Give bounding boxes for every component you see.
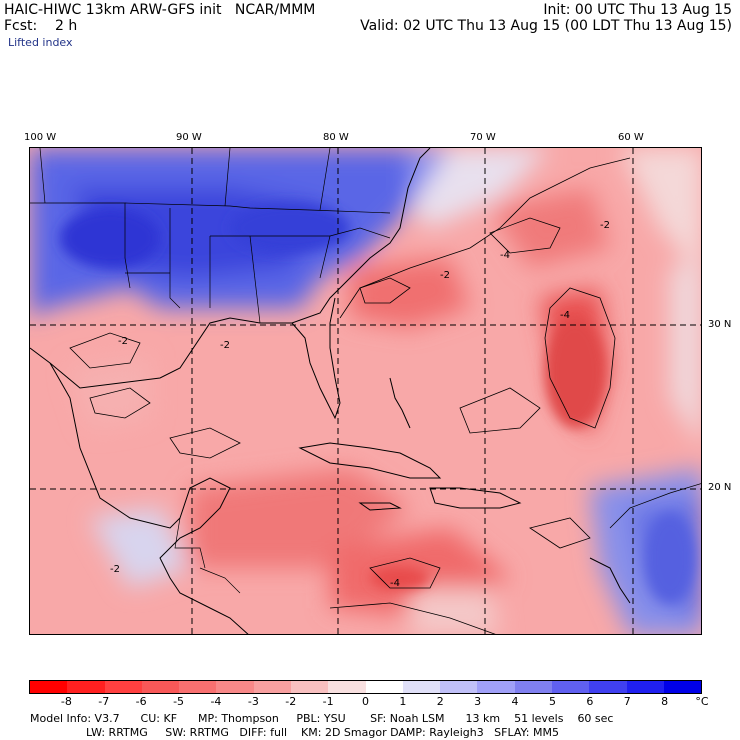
colorbar-swatch xyxy=(477,681,515,693)
lon-label-70w: 70 W xyxy=(470,132,496,143)
colorbar-tick: 2 xyxy=(436,695,444,708)
lifted-index-map: -2 -2 -2 -4 -4 -2 -4 -2 xyxy=(29,147,702,635)
model-info-line2: LW: RRTMG SW: RRTMG DIFF: full KM: 2D Sm… xyxy=(86,726,559,739)
contour-label: -2 xyxy=(118,336,128,347)
colorbar-swatch xyxy=(514,681,552,693)
colorbar-swatch xyxy=(626,681,664,693)
lon-label-80w: 80 W xyxy=(323,132,349,143)
field-cores xyxy=(60,203,695,603)
contour-label: -2 xyxy=(220,340,230,351)
colorbar-tick: -7 xyxy=(98,695,110,708)
map-canvas: -2 -2 -2 -4 -4 -2 -4 -2 xyxy=(30,148,701,634)
colorbar-swatch xyxy=(67,681,105,693)
colorbar-swatch xyxy=(365,681,403,693)
model-info-line1: Model Info: V3.7 CU: KF MP: Thompson PBL… xyxy=(30,712,614,725)
colorbar-tick: 3 xyxy=(474,695,482,708)
colorbar-swatch xyxy=(141,681,180,693)
contour-label: -4 xyxy=(390,578,400,589)
colorbar-tick: -4 xyxy=(210,695,222,708)
lat-label-20n: 20 N xyxy=(708,482,732,493)
init-time: Init: 00 UTC Thu 13 Aug 15 xyxy=(543,2,732,18)
colorbar-swatch xyxy=(104,681,142,693)
borders xyxy=(30,148,391,594)
lon-label-60w: 60 W xyxy=(618,132,644,143)
colorbar-swatch xyxy=(30,681,68,693)
colorbar-swatch xyxy=(253,681,291,693)
field-name: Lifted index xyxy=(8,36,73,49)
colorbar-swatch xyxy=(663,681,702,693)
contour-label-group: -2 -2 -2 -4 -4 -2 -4 -2 xyxy=(110,220,610,589)
colorbar-swatch xyxy=(328,681,366,693)
forecast-hour: Fcst: 2 h xyxy=(4,18,78,34)
map-title: HAIC-HIWC 13km ARW-GFS init NCAR/MMM xyxy=(4,2,316,18)
contour-label: -2 xyxy=(440,270,450,281)
colorbar-tick: -6 xyxy=(135,695,147,708)
colorbar-swatch xyxy=(179,681,217,693)
colorbar-tick: -8 xyxy=(60,695,72,708)
colorbar-tick: 5 xyxy=(548,695,556,708)
contour-label: -4 xyxy=(500,250,510,261)
colorbar-tick: -2 xyxy=(285,695,297,708)
contour-label: -2 xyxy=(600,220,610,231)
colorbar-tick: -1 xyxy=(322,695,334,708)
colorbar-swatch xyxy=(216,681,254,693)
colorbar-tick: 0 xyxy=(362,695,369,708)
valid-time: Valid: 02 UTC Thu 13 Aug 15 (00 LDT Thu … xyxy=(360,18,732,34)
colorbar xyxy=(29,680,702,694)
colorbar-tick: -3 xyxy=(247,695,259,708)
colorbar-tick: 7 xyxy=(623,695,631,708)
contour-label: -4 xyxy=(560,310,570,321)
lon-label-100w: 100 W xyxy=(24,132,57,143)
colorbar-tick: 1 xyxy=(399,695,407,708)
coastlines xyxy=(30,148,631,634)
contour-label: -2 xyxy=(110,564,120,575)
colorbar-tick: 4 xyxy=(511,695,519,708)
colorbar-swatch xyxy=(440,681,478,693)
lon-label-90w: 90 W xyxy=(176,132,202,143)
colorbar-swatch xyxy=(290,681,329,693)
colorbar-unit: °C xyxy=(695,695,709,708)
colorbar-tick: 6 xyxy=(586,695,594,708)
colorbar-swatch xyxy=(589,681,627,693)
colorbar-swatch xyxy=(402,681,441,693)
colorbar-tick: 8 xyxy=(661,695,669,708)
graticule xyxy=(30,148,701,634)
colorbar-tick: -5 xyxy=(173,695,185,708)
colorbar-swatch xyxy=(551,681,590,693)
lat-label-30n: 30 N xyxy=(708,319,732,330)
